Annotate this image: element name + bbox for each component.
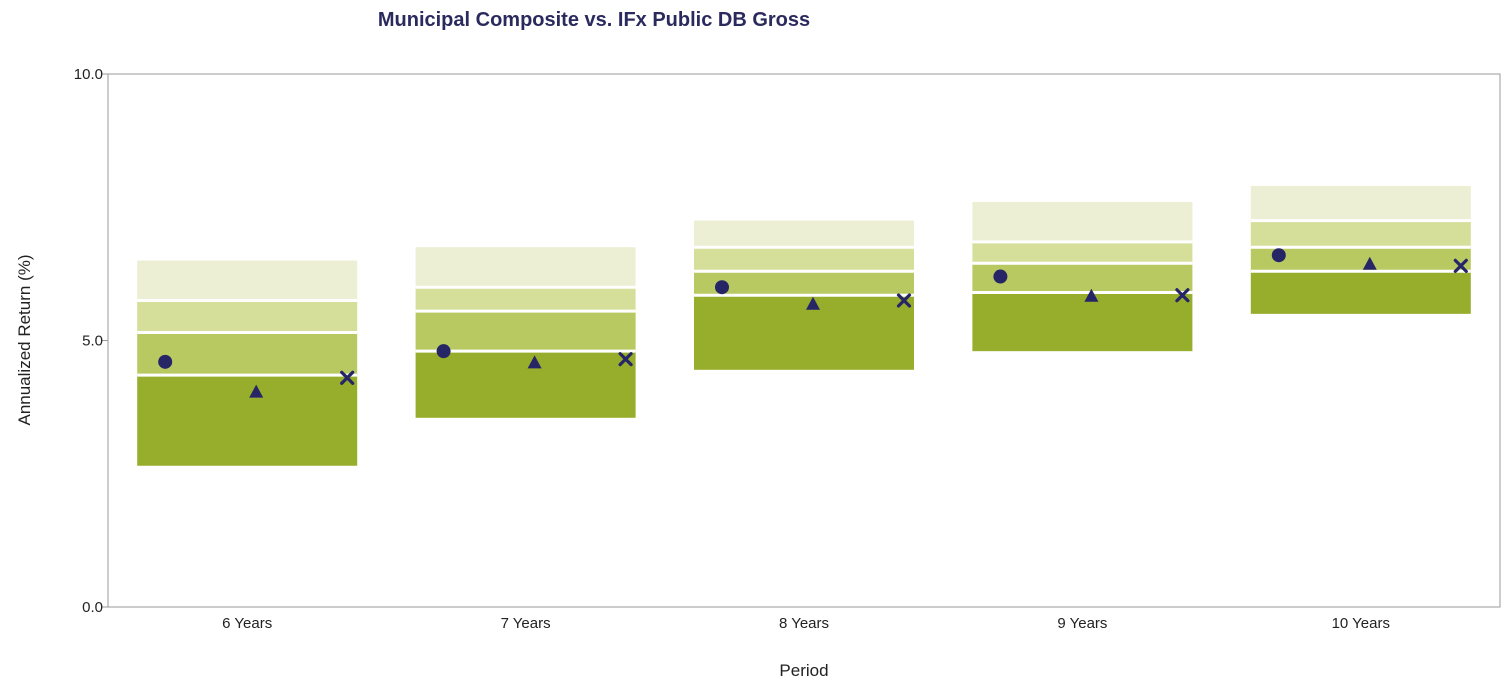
band-75-95 bbox=[694, 295, 914, 370]
band-5-25 bbox=[694, 220, 914, 248]
circle-marker bbox=[436, 344, 451, 359]
band-5-25 bbox=[972, 201, 1193, 242]
x-marker bbox=[896, 293, 912, 308]
x-tick-label: 10 Years bbox=[1332, 615, 1390, 632]
band-75-95 bbox=[137, 375, 358, 466]
circle-marker bbox=[715, 280, 729, 295]
triangle-marker bbox=[1362, 256, 1377, 270]
chart-title: Municipal Composite vs. IFx Public DB Gr… bbox=[378, 9, 810, 31]
triangle-marker bbox=[527, 355, 542, 369]
x-tick-label: 8 Years bbox=[779, 615, 829, 632]
triangle-marker bbox=[249, 384, 264, 398]
x-marker bbox=[340, 370, 355, 385]
x-axis: 6 Years 7 Years 8 Years 9 Years 10 Years bbox=[222, 615, 1390, 632]
band-50-75 bbox=[972, 263, 1193, 293]
x-tick-label: 9 Years bbox=[1057, 615, 1107, 632]
circle-marker bbox=[1271, 248, 1286, 263]
band-50-75 bbox=[694, 271, 914, 296]
x-tick-label: 6 Years bbox=[222, 615, 272, 632]
band-50-75 bbox=[137, 332, 358, 376]
x-marker bbox=[1175, 288, 1190, 303]
band-75-95 bbox=[415, 351, 636, 418]
x-axis-label: Period bbox=[779, 661, 828, 680]
band-25-50 bbox=[1250, 220, 1471, 248]
x-marker bbox=[1453, 258, 1468, 273]
y-tick-label: 5.0 bbox=[82, 333, 103, 350]
triangle-marker bbox=[806, 296, 820, 310]
band-5-25 bbox=[137, 260, 358, 301]
circle-marker bbox=[158, 354, 173, 369]
percentile-bands bbox=[137, 185, 1471, 466]
band-75-95 bbox=[1250, 271, 1471, 314]
circle-marker bbox=[993, 269, 1008, 284]
y-axis-label: Annualized Return (%) bbox=[15, 254, 34, 425]
band-75-95 bbox=[972, 292, 1193, 352]
y-tick-label: 10.0 bbox=[74, 66, 103, 83]
band-5-25 bbox=[415, 247, 636, 288]
band-5-25 bbox=[1250, 185, 1471, 221]
data-markers bbox=[158, 248, 1468, 398]
band-25-50 bbox=[694, 247, 914, 272]
y-tick-label: 0.0 bbox=[82, 599, 103, 616]
triangle-marker bbox=[1084, 288, 1099, 302]
band-50-75 bbox=[415, 311, 636, 352]
band-25-50 bbox=[137, 300, 358, 333]
x-marker bbox=[618, 352, 633, 367]
band-25-50 bbox=[415, 287, 636, 312]
band-50-75 bbox=[1250, 247, 1471, 272]
band-25-50 bbox=[972, 241, 1193, 264]
y-axis: 0.0 5.0 10.0 bbox=[74, 66, 108, 616]
x-tick-label: 7 Years bbox=[501, 615, 551, 632]
